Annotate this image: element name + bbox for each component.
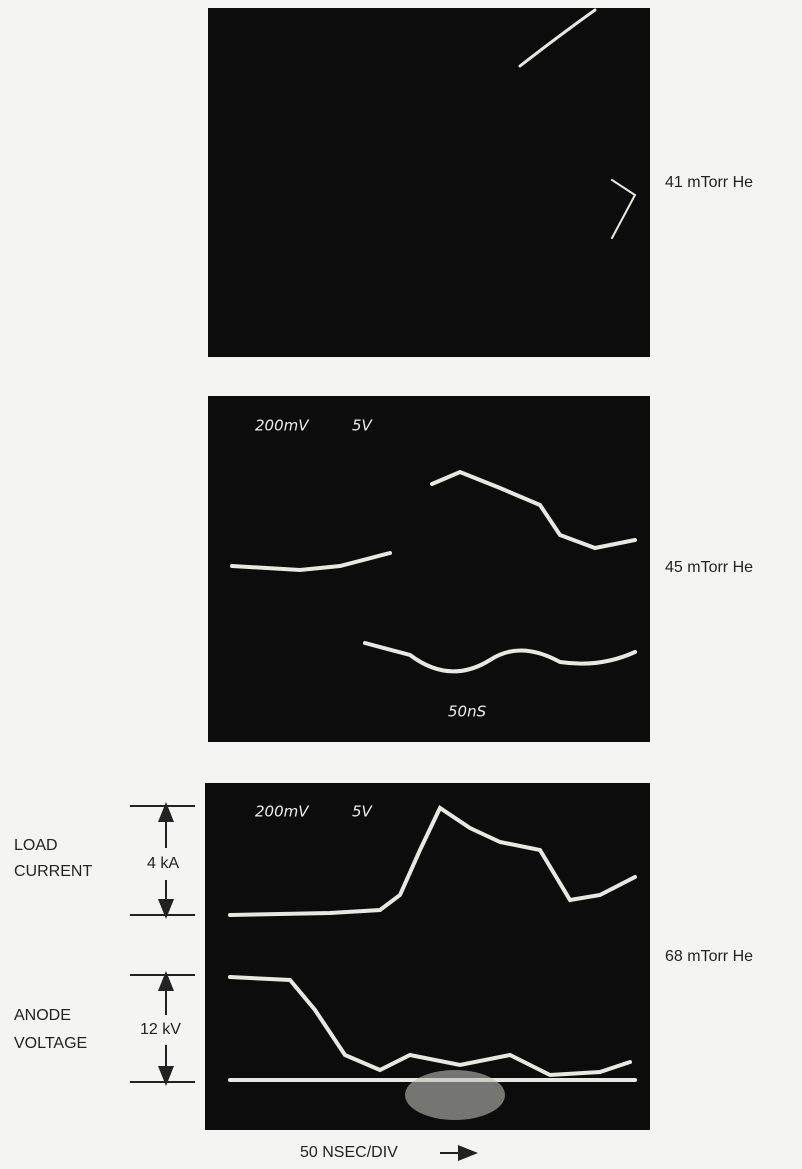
trace <box>611 179 637 239</box>
axis-label: CURRENT <box>14 863 92 880</box>
trace <box>518 8 597 68</box>
pressure-label: 68 mTorr He <box>665 948 753 965</box>
glow <box>405 1070 505 1120</box>
scope-text: 50nS <box>448 703 487 721</box>
scale-label: 12 kV <box>140 1021 181 1038</box>
time-base-label: 50 NSEC/DIV <box>300 1144 398 1161</box>
pressure-label: 41 mTorr He <box>665 174 753 191</box>
axis-label: LOAD <box>14 837 58 854</box>
trace <box>363 641 637 674</box>
pressure-label: 45 mTorr He <box>665 559 753 576</box>
scope-text: 5V <box>352 417 374 435</box>
trace <box>230 551 392 573</box>
axis-label: VOLTAGE <box>14 1035 87 1052</box>
scope-text: 200mV <box>255 417 310 435</box>
trace <box>430 469 637 551</box>
scale-label: 4 kA <box>147 855 179 872</box>
scope-photo <box>208 8 650 357</box>
axis-label: ANODE <box>14 1007 71 1024</box>
trace <box>228 805 637 917</box>
scope-text: 5V <box>352 803 374 821</box>
trace <box>228 975 632 1078</box>
scope-text: 200mV <box>255 803 310 821</box>
